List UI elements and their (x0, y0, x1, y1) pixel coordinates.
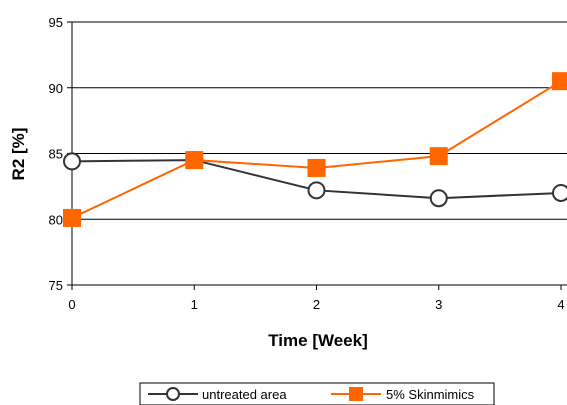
legend-label-skinmimics: 5% Skinmimics (386, 387, 475, 402)
point-untreated-2 (307, 181, 326, 200)
point-untreated-4 (552, 183, 567, 202)
legend-marker-untreated (166, 387, 180, 401)
y-tick-labels: 75 80 85 90 95 (49, 15, 63, 293)
y-tick-label-85: 85 (49, 147, 63, 162)
point-skinmimics-1 (185, 151, 204, 170)
x-axis-title: Time [Week] (268, 331, 368, 350)
x-tick-label-4: 4 (557, 297, 564, 312)
x-tick-label-1: 1 (191, 297, 198, 312)
x-tick-label-3: 3 (435, 297, 442, 312)
legend-marker-skinmimics (349, 387, 363, 401)
series-group (63, 72, 567, 227)
x-tick-label-0: 0 (68, 297, 75, 312)
point-skinmimics-3 (429, 147, 448, 166)
point-untreated-3 (429, 189, 448, 208)
y-tick-label-80: 80 (49, 212, 63, 227)
y-tick-label-90: 90 (49, 81, 63, 96)
gridlines (67, 21, 567, 290)
legend: untreated area 5% Skinmimics (139, 382, 495, 405)
point-skinmimics-4 (552, 72, 567, 91)
x-tick-label-2: 2 (313, 297, 320, 312)
legend-label-untreated: untreated area (202, 387, 287, 402)
y-tick-label-75: 75 (49, 278, 63, 293)
point-skinmimics-0 (63, 208, 81, 227)
x-tick-labels: 0 1 2 3 4 (68, 297, 564, 312)
y-axis-title: R2 [%] (9, 128, 28, 181)
legend-box (139, 382, 495, 405)
point-skinmimics-2 (307, 158, 326, 177)
y-tick-label-95: 95 (49, 15, 63, 30)
point-untreated-0 (63, 152, 81, 171)
